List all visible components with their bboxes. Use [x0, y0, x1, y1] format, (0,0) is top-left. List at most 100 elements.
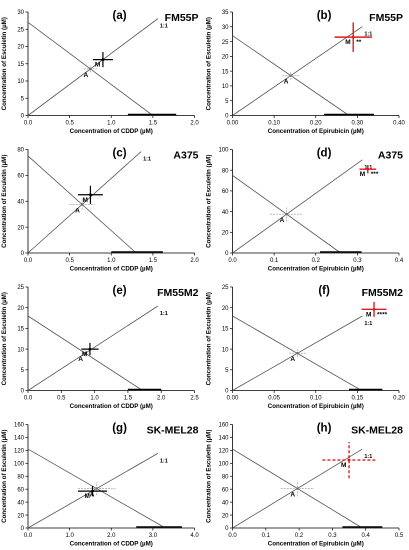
chart-panel: 0 20 40 60 80 0.0 0.5 1.0 1.5 2.0 Concentration of…	[1, 148, 199, 273]
x-tick-label: 0.2	[295, 533, 304, 539]
x-tick-label: 0.1	[262, 533, 271, 539]
y-tick-label: 40	[17, 199, 24, 205]
y-axis-label: Concentration of Esculetin (µM)	[206, 17, 213, 110]
panel-title: FM55M2	[362, 287, 404, 299]
x-tick-label: 1.5	[124, 396, 133, 402]
x-tick-label: 2.0	[190, 121, 199, 127]
chart-panel: 0 5 10 15 20 25 30 35 0.00 0.10 0.20 0.30 0.40 Concen…	[206, 10, 406, 135]
additive-point-label: A	[78, 356, 83, 363]
significance-label: **	[356, 39, 362, 46]
panel-label: (a)	[113, 10, 127, 22]
y-tick-label: 30	[222, 25, 229, 31]
y-tick-label: 140	[218, 436, 229, 442]
x-tick-label: 0.0	[228, 258, 237, 264]
y-tick-label: 20	[222, 513, 229, 519]
mixture-point-label: M	[82, 197, 87, 204]
panel-title: FM55P	[369, 12, 403, 24]
y-tick-label: 0	[225, 389, 229, 395]
panel-label: (h)	[317, 423, 332, 435]
additive-point-label: A	[75, 207, 80, 214]
y-tick-label: 20	[17, 225, 24, 231]
x-tick-label: 0.4	[362, 533, 371, 539]
y-tick-label: 15	[222, 69, 229, 75]
additive-point-marker	[296, 352, 299, 355]
panel-label: (g)	[112, 423, 127, 435]
x-tick-label: 0.00	[227, 396, 239, 402]
y-tick-label: 20	[17, 513, 24, 519]
y-tick-label: 80	[17, 474, 24, 480]
additive-point-label: A	[290, 356, 295, 363]
panel-label: (b)	[317, 10, 332, 22]
x-tick-label: 1.5	[149, 121, 158, 127]
y-tick-label: 40	[222, 500, 229, 506]
mixture-point-label: M	[82, 351, 87, 358]
mixture-point-label: M	[366, 311, 371, 318]
x-tick-label: 0.10	[310, 396, 322, 402]
panel-title: FM55M2	[157, 287, 199, 299]
y-tick-label: 0	[21, 526, 25, 532]
x-tick-label: 1.0	[90, 396, 99, 402]
additive-point-label: A	[284, 79, 289, 86]
panel-title: FM55P	[165, 12, 199, 24]
chart-panel: 0 5 10 15 20 25 30 0.0 0.5 1.0 1.5 2.0 Concentration…	[1, 10, 199, 135]
y-tick-label: 20	[17, 306, 24, 312]
panel-title: SK-MEL28	[147, 425, 199, 437]
y-tick-label: 60	[17, 174, 24, 180]
x-tick-label: 0.30	[352, 121, 364, 127]
mixture-point-marker	[347, 458, 351, 462]
x-tick-label: 2.0	[190, 258, 199, 264]
ratio-label: 1:1	[364, 321, 372, 327]
y-tick-label: 0	[21, 114, 25, 120]
y-tick-label: 25	[222, 285, 229, 291]
y-tick-label: 120	[14, 449, 25, 455]
y-tick-label: 20	[222, 306, 229, 312]
x-tick-label: 2.5	[190, 396, 199, 402]
y-tick-label: 60	[222, 189, 229, 195]
ratio-line	[232, 159, 363, 254]
additive-point-marker	[84, 352, 87, 355]
ratio-label: 1:1	[160, 311, 168, 317]
x-tick-label: 0.1	[270, 258, 279, 264]
panel-label: (d)	[317, 148, 332, 160]
y-tick-label: 160	[14, 423, 25, 429]
y-tick-label: 15	[222, 327, 229, 333]
x-tick-label: 0.5	[65, 258, 74, 264]
y-tick-label: 5	[225, 99, 229, 105]
panel-label: (c)	[113, 148, 127, 160]
panel-label: (f)	[318, 285, 330, 297]
y-tick-label: 20	[222, 55, 229, 61]
x-axis-label: Concentration of CDDP (µM)	[70, 128, 153, 135]
x-tick-label: 0.5	[65, 121, 74, 127]
mixture-point-marker	[89, 193, 92, 197]
y-tick-label: 5	[21, 368, 25, 374]
mixture-point-marker	[101, 58, 105, 62]
x-tick-label: 0.5	[57, 396, 66, 402]
y-tick-label: 25	[17, 285, 24, 291]
additive-point-marker	[80, 203, 84, 206]
y-tick-label: 100	[14, 462, 25, 468]
x-axis-label: Concentration of Epirubicin (µM)	[268, 403, 364, 410]
y-tick-label: 100	[218, 148, 229, 154]
additive-point-label: A	[83, 72, 88, 79]
y-tick-label: 25	[222, 40, 229, 46]
x-axis-label: Concentration of Epirubicin (µM)	[268, 128, 364, 135]
panel-title: SK-MEL28	[351, 425, 403, 437]
mixture-point-marker	[372, 307, 376, 311]
additive-point-label: A	[280, 217, 285, 224]
y-tick-label: 15	[17, 62, 24, 68]
y-axis-label: Concentration of Esculetin (µM)	[1, 430, 8, 523]
additive-point-marker	[89, 67, 92, 71]
ratio-label: 1:1	[364, 454, 372, 460]
y-tick-label: 25	[17, 27, 24, 33]
panel-title: A375	[173, 150, 198, 162]
y-tick-label: 20	[222, 231, 229, 237]
chart-panel: 0 5 10 15 20 25 0.00 0.05 0.10 0.15 0.20 Concentrat…	[206, 285, 406, 410]
additive-point-marker	[95, 487, 98, 490]
x-tick-label: 0.0	[228, 533, 237, 539]
y-axis-label: Concentration of Esculetin (µM)	[206, 430, 213, 523]
y-axis-label: Concentration of Esculetin (µM)	[1, 292, 8, 385]
additive-point-marker	[289, 74, 292, 77]
mixture-point-label: M	[341, 462, 346, 469]
additive-point-marker	[296, 487, 299, 490]
x-tick-label: 0.15	[352, 396, 364, 402]
